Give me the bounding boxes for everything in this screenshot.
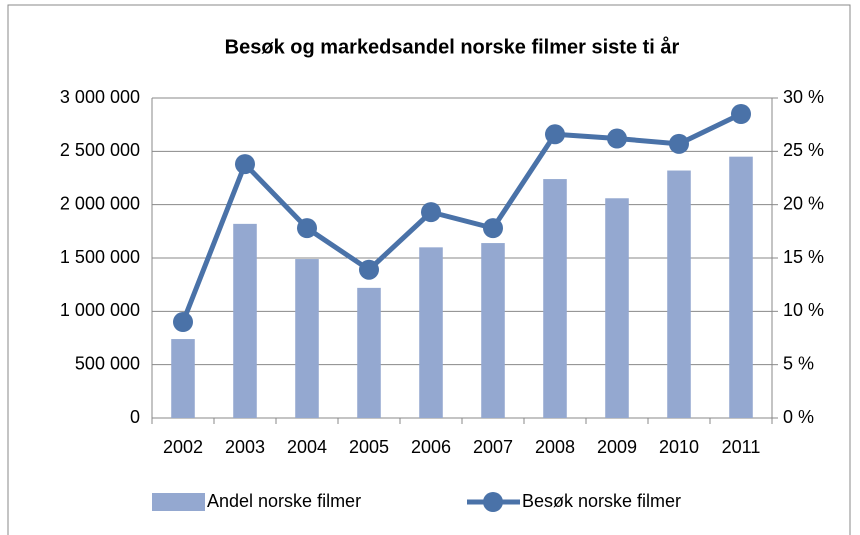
x-tick-label: 2006	[411, 437, 451, 457]
y2-tick-label: 15 %	[783, 247, 824, 267]
y2-tick-label: 30 %	[783, 87, 824, 107]
y-tick-label: 1 000 000	[60, 300, 140, 320]
x-tick-label: 2005	[349, 437, 389, 457]
bar	[543, 179, 567, 418]
bar	[419, 247, 443, 418]
bar	[667, 170, 691, 418]
marker	[607, 128, 627, 149]
marker	[421, 202, 441, 223]
bar	[233, 223, 257, 418]
y2-tick-label: 5 %	[783, 353, 814, 373]
y-tick-label: 500 000	[75, 353, 140, 373]
x-tick-label: 2003	[225, 437, 265, 457]
y2-tick-label: 25 %	[783, 140, 824, 160]
y2-tick-label: 0 %	[783, 407, 814, 427]
marker	[173, 312, 193, 332]
line	[180, 111, 743, 323]
bar	[481, 243, 505, 418]
y2-tick-label: 20 %	[783, 193, 824, 213]
x-tick-label: 2010	[659, 437, 699, 457]
y-tick-label: 1 500 000	[60, 247, 140, 267]
marker	[359, 259, 379, 280]
bar	[295, 259, 319, 418]
x-tick-label: 2008	[535, 437, 575, 457]
y-tick-label: 2 000 000	[60, 193, 140, 213]
marker	[669, 133, 689, 154]
legend-label: Andel norske filmer	[207, 491, 361, 511]
y2-tick-label: 10 %	[783, 300, 824, 320]
x-tick-label: 2004	[287, 437, 327, 457]
chart-title: Besøk og markedsandel norske filmer sist…	[225, 35, 680, 58]
bar	[171, 339, 195, 418]
legend-label: Besøk norske filmer	[522, 491, 681, 511]
legend-swatch	[152, 493, 205, 511]
marker	[731, 104, 751, 124]
bar	[605, 198, 629, 418]
x-tick-label: 2002	[163, 437, 203, 457]
marker	[235, 154, 255, 175]
x-tick-label: 2009	[597, 437, 637, 457]
x-tick-label: 2007	[473, 437, 513, 457]
y-tick-label: 3 000 000	[60, 87, 140, 107]
marker	[483, 218, 503, 239]
marker	[297, 218, 317, 239]
marker	[545, 124, 565, 145]
bar	[729, 156, 753, 418]
x-tick-label: 2011	[722, 437, 761, 457]
legend-marker	[483, 492, 503, 512]
y-tick-label: 2 500 000	[60, 140, 140, 160]
bar	[357, 287, 381, 418]
y-tick-label: 0	[130, 407, 140, 427]
